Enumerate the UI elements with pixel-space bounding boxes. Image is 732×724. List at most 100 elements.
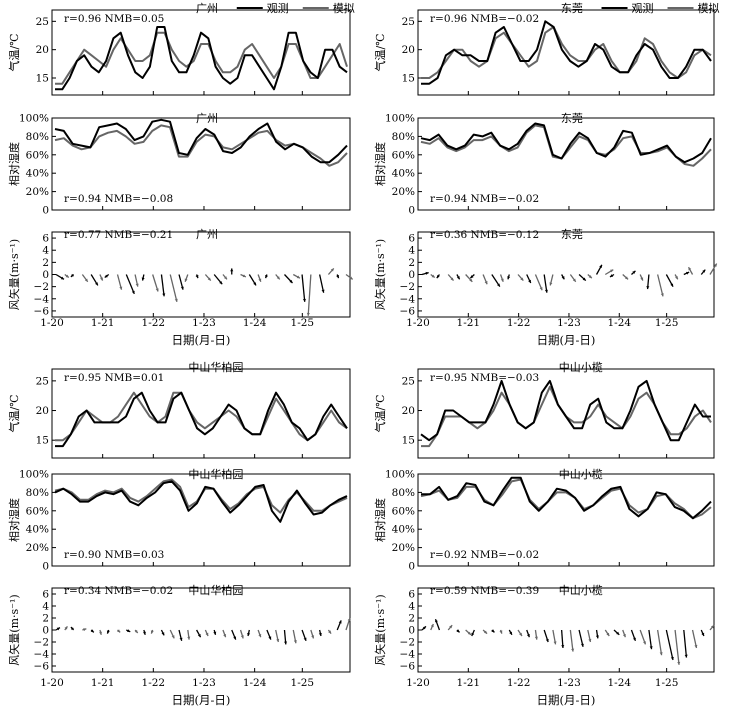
wind-arrowhead xyxy=(633,637,636,641)
wind-stats: r=0.77 NMB=−0.21 xyxy=(64,229,173,241)
temp-stats: r=0.95 NMB=0.01 xyxy=(64,372,164,384)
wind-arrowhead xyxy=(588,638,592,642)
y-tick-label: 2 xyxy=(42,613,49,625)
wind-vector xyxy=(319,274,325,293)
wind-arrowhead xyxy=(430,624,434,628)
wind-arrowhead xyxy=(311,635,315,639)
wind-arrowhead xyxy=(268,636,272,640)
y-tick-label: 0 xyxy=(408,205,415,217)
wind-arrowhead xyxy=(276,638,280,642)
wind-arrowhead xyxy=(520,277,524,281)
wind-arrowhead xyxy=(265,274,268,279)
panel-frame xyxy=(417,587,715,673)
wind-arrowhead xyxy=(469,278,473,282)
y-tick-label: 0 xyxy=(42,561,49,573)
wind-arrowhead xyxy=(499,630,503,634)
x-tick-label: 1-20 xyxy=(406,677,430,689)
wind-arrowhead xyxy=(694,644,698,648)
temp-observed-line xyxy=(420,379,711,442)
wind-arrowhead xyxy=(90,629,94,633)
wind-arrowhead xyxy=(491,629,495,633)
wind-arrowhead xyxy=(588,275,592,279)
y-axis-label: 气温/℃ xyxy=(373,33,387,71)
site-name-temp: 中山小榄 xyxy=(559,361,603,374)
wind-arrowhead xyxy=(622,634,626,638)
y-tick-label: 0 xyxy=(408,269,415,281)
temp-simulated-line xyxy=(421,26,712,79)
y-tick-label: −6 xyxy=(400,305,416,317)
y-tick-label: 100% xyxy=(19,113,49,125)
rh-stats: r=0.92 NMB=−0.02 xyxy=(430,549,539,561)
rh-observed-line xyxy=(54,480,348,523)
y-tick-label: 20 xyxy=(36,405,49,417)
site-name-rh: 广州 xyxy=(196,112,218,125)
y-axis-label: 气温/℃ xyxy=(7,394,21,432)
x-axis-label: 日期(月-日) xyxy=(172,693,231,707)
x-tick-label: 1-21 xyxy=(457,677,481,689)
wind-arrowhead xyxy=(553,641,557,645)
wind-arrowhead xyxy=(135,283,139,287)
site-name-rh: 中山华柏园 xyxy=(188,467,243,481)
x-tick-label: 1-20 xyxy=(406,317,430,329)
wind-arrowhead xyxy=(258,278,262,282)
wind-arrowhead xyxy=(338,620,342,624)
wind-arrowhead xyxy=(142,631,146,635)
wind-vector xyxy=(648,629,653,650)
wind-stats: r=0.34 NMB=−0.02 xyxy=(64,585,173,597)
wind-arrowhead xyxy=(184,278,188,282)
wind-arrowhead xyxy=(610,269,614,273)
y-tick-label: 60% xyxy=(26,505,49,517)
x-tick-label: 1-23 xyxy=(557,317,581,329)
wind-arrowhead xyxy=(456,276,460,280)
wind-arrowhead xyxy=(677,661,681,665)
wind-arrowhead xyxy=(213,631,217,635)
y-tick-label: −4 xyxy=(400,293,416,305)
panel-frame xyxy=(417,473,715,567)
panel-frame xyxy=(51,473,351,567)
legend-observed-label: 观测 xyxy=(632,2,654,15)
wind-arrowhead xyxy=(56,627,60,631)
panel-frame xyxy=(417,231,715,318)
wind-arrowhead xyxy=(435,619,438,623)
y-tick-label: 20% xyxy=(392,186,415,198)
wind-vector xyxy=(569,629,574,652)
wind-arrowhead xyxy=(702,269,706,273)
wind-arrowhead xyxy=(643,641,646,645)
wind-arrowhead xyxy=(467,631,471,635)
wind-arrowhead xyxy=(253,282,257,286)
y-tick-label: 0 xyxy=(408,625,415,637)
wind-arrowhead xyxy=(539,287,543,291)
wind-arrowhead xyxy=(561,276,565,280)
x-tick-label: 1-22 xyxy=(507,677,531,689)
wind-arrowhead xyxy=(276,276,280,280)
y-tick-label: 80% xyxy=(392,487,415,499)
wind-vector xyxy=(307,274,312,316)
wind-arrowhead xyxy=(84,278,88,282)
y-tick-label: −4 xyxy=(34,649,50,661)
wind-arrowhead xyxy=(456,629,460,633)
wind-arrowhead xyxy=(303,637,307,641)
legend-simulated-label: 模拟 xyxy=(333,1,355,15)
y-axis-label: 相对湿度 xyxy=(7,498,21,542)
y-tick-label: 0 xyxy=(408,561,415,573)
rh-stats: r=0.94 NMB=−0.02 xyxy=(430,193,539,205)
y-tick-label: 15 xyxy=(402,73,415,85)
wind-arrowhead xyxy=(171,635,175,639)
wind-arrowhead xyxy=(141,277,145,281)
wind-stats: r=0.36 NMB=−0.12 xyxy=(430,229,539,241)
y-axis-label: 相对湿度 xyxy=(7,142,21,186)
wind-arrowhead xyxy=(328,630,332,634)
wind-arrowhead xyxy=(660,293,664,297)
wind-arrowhead xyxy=(233,636,237,640)
y-tick-label: 40% xyxy=(392,168,415,180)
wind-vector xyxy=(125,274,135,295)
x-tick-label: 1-21 xyxy=(91,677,115,689)
wind-arrowhead xyxy=(119,286,123,290)
wind-arrowhead xyxy=(179,637,183,641)
y-tick-label: −6 xyxy=(34,305,50,317)
site-name-temp: 中山华柏园 xyxy=(188,360,243,374)
y-tick-label: 2 xyxy=(408,613,415,625)
wind-arrowhead xyxy=(534,636,538,640)
y-tick-label: 25 xyxy=(36,375,49,387)
